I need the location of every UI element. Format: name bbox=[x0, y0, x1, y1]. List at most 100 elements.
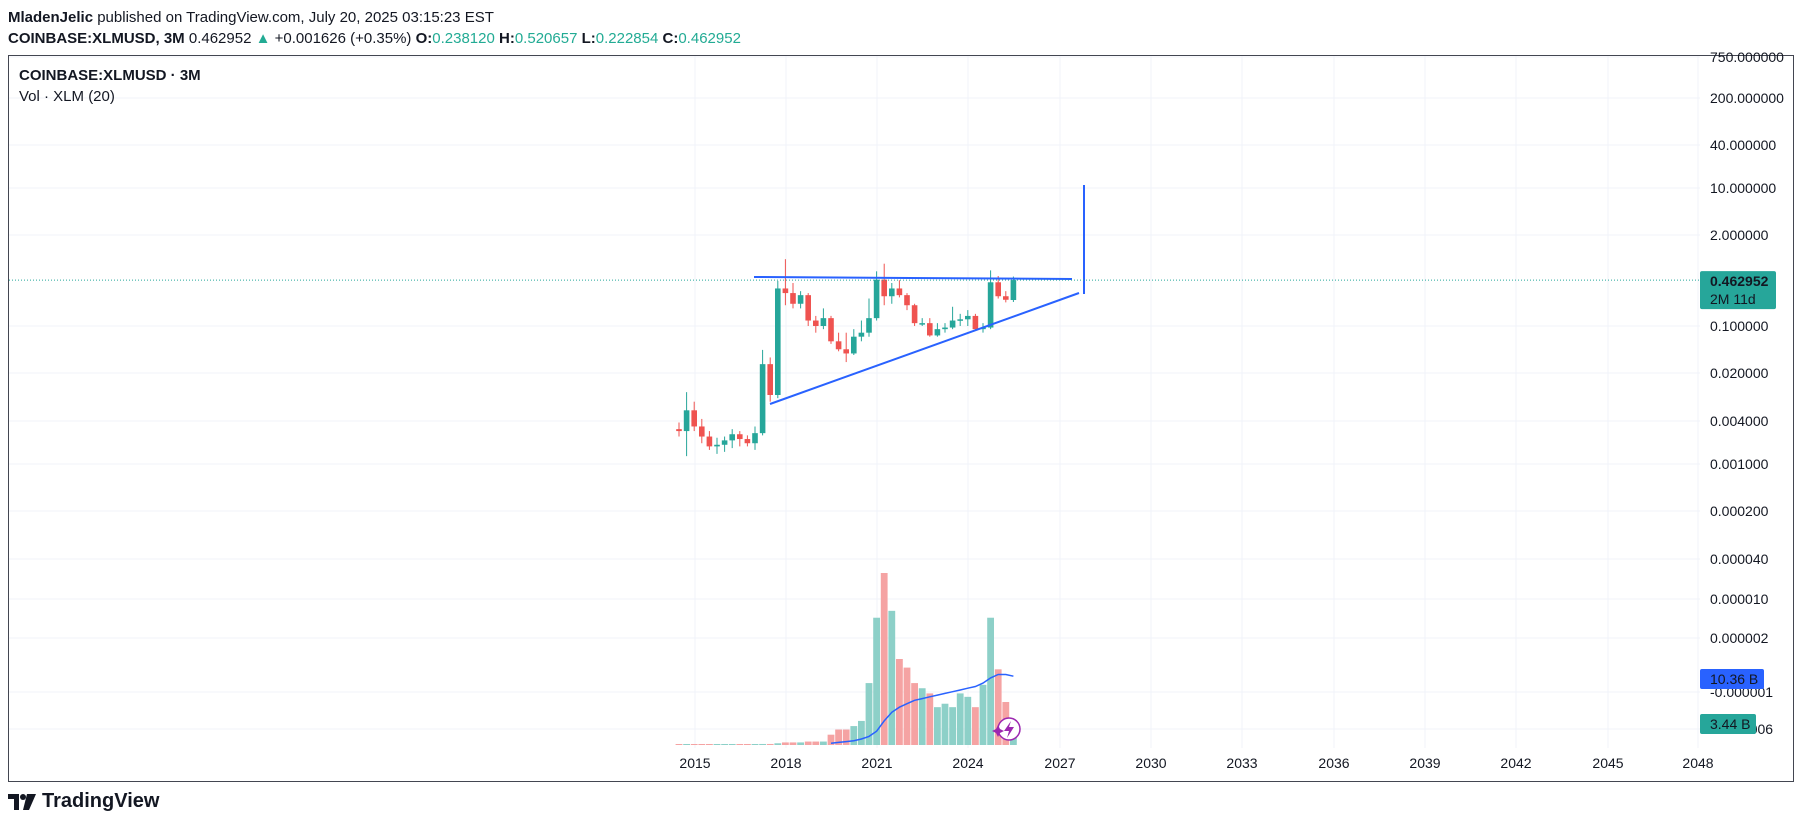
volume-bar bbox=[721, 744, 728, 745]
y-tick-label: 200.000000 bbox=[1710, 90, 1784, 106]
volume-bar bbox=[675, 744, 683, 745]
candle-body bbox=[949, 320, 956, 328]
x-tick-label: 2030 bbox=[1135, 755, 1166, 771]
candle-body bbox=[714, 444, 720, 447]
open-label: O: bbox=[415, 30, 433, 47]
volume-bar bbox=[812, 741, 820, 745]
candle-body bbox=[866, 318, 872, 333]
volume-bar bbox=[804, 741, 812, 745]
candle-body bbox=[699, 426, 705, 437]
candle-body bbox=[835, 341, 842, 350]
y-tick-label: 0.000200 bbox=[1710, 503, 1769, 519]
volume-label: 3.44 B bbox=[1710, 716, 1750, 732]
volume-bar bbox=[827, 734, 835, 745]
volume-bar bbox=[979, 684, 987, 745]
candle-body bbox=[972, 315, 979, 330]
candle-body bbox=[942, 327, 948, 330]
volume-bar bbox=[759, 743, 766, 745]
high-label: H: bbox=[499, 30, 515, 47]
candle-body bbox=[965, 315, 971, 320]
candle-body bbox=[805, 295, 811, 321]
volume-bar bbox=[896, 659, 903, 745]
publish-info: MladenJelic published on TradingView.com… bbox=[8, 8, 494, 28]
y-tick-label: 0.100000 bbox=[1710, 318, 1769, 334]
y-tick-label: 0.020000 bbox=[1710, 365, 1769, 381]
volume-label-box bbox=[1700, 714, 1756, 734]
author-name[interactable]: MladenJelic bbox=[8, 9, 94, 26]
sparkle-icon bbox=[992, 725, 1004, 737]
volume-bar bbox=[713, 744, 721, 745]
y-tick-label: 10.000000 bbox=[1710, 180, 1776, 196]
candle-body bbox=[706, 436, 713, 447]
candle-body bbox=[987, 282, 994, 328]
candle-body bbox=[744, 439, 751, 444]
volume-bar bbox=[964, 696, 972, 745]
y-tick-label: 40.000000 bbox=[1710, 137, 1776, 153]
volume-bar bbox=[797, 742, 804, 745]
candle-body bbox=[767, 364, 773, 395]
candle-body bbox=[904, 295, 910, 306]
x-tick-label: 2024 bbox=[952, 755, 983, 771]
x-tick-label: 2018 bbox=[770, 755, 801, 771]
candle-body bbox=[721, 440, 728, 445]
candle-body bbox=[775, 288, 781, 395]
volume-bar bbox=[744, 744, 751, 745]
candle-body bbox=[843, 349, 849, 354]
x-tick-label: 2015 bbox=[679, 755, 710, 771]
candle-body bbox=[881, 279, 887, 297]
close-label: C: bbox=[662, 30, 679, 47]
candle-body bbox=[676, 429, 682, 432]
volume-bar bbox=[972, 707, 979, 745]
tradingview-logo[interactable]: TradingView bbox=[8, 790, 159, 813]
volume-bar bbox=[888, 610, 896, 745]
change-arrow-icon: ▲ bbox=[255, 30, 271, 47]
price-change: +0.001626 (+0.35%) bbox=[274, 30, 412, 47]
volume-bar bbox=[911, 683, 918, 745]
candle-body bbox=[820, 318, 827, 326]
chart-frame bbox=[8, 55, 1794, 782]
volume-ma-label: 10.36 B bbox=[1710, 671, 1758, 687]
volume-ma-line bbox=[830, 673, 1014, 745]
candle-body bbox=[828, 318, 834, 342]
candle-body bbox=[797, 295, 804, 304]
volume-bar bbox=[698, 744, 706, 745]
volume-legend: Vol · XLM (20) bbox=[19, 88, 115, 105]
volume-bar bbox=[926, 693, 934, 745]
candle-body bbox=[729, 434, 735, 441]
volume-bar bbox=[789, 742, 797, 745]
volume-bar bbox=[880, 573, 888, 745]
open-value: 0.238120 bbox=[432, 30, 495, 47]
volume-bar bbox=[858, 720, 865, 745]
volume-bar bbox=[842, 729, 850, 745]
x-tick-label: 2036 bbox=[1318, 755, 1349, 771]
x-tick-label: 2039 bbox=[1409, 755, 1440, 771]
volume-bar bbox=[835, 729, 842, 745]
y-tick-label: 0.001000 bbox=[1710, 456, 1769, 472]
tradingview-logo-icon bbox=[8, 793, 36, 810]
volume-bar bbox=[766, 743, 774, 745]
volume-bar bbox=[774, 743, 782, 745]
volume-bar bbox=[903, 667, 911, 745]
resistance-trendline bbox=[753, 276, 1073, 280]
y-tick-label: 0.000010 bbox=[1710, 591, 1769, 607]
candle-body bbox=[1010, 280, 1017, 301]
candle-body bbox=[934, 329, 941, 336]
volume-bar bbox=[949, 707, 956, 745]
volume-ma-label-box bbox=[1700, 669, 1764, 689]
candle-body bbox=[957, 319, 963, 321]
x-tick-label: 2027 bbox=[1044, 755, 1075, 771]
candle-body bbox=[858, 332, 865, 337]
candle-body bbox=[873, 279, 880, 319]
candle-body bbox=[995, 282, 1001, 297]
volume-bar bbox=[751, 744, 759, 745]
x-tick-label: 2033 bbox=[1226, 755, 1257, 771]
candle-body bbox=[851, 336, 857, 354]
price-label-box bbox=[1700, 271, 1776, 310]
candle-body bbox=[782, 288, 789, 294]
volume-bar bbox=[728, 744, 736, 745]
last-price: 0.462952 bbox=[188, 30, 252, 47]
candle-body bbox=[737, 434, 743, 440]
volume-bar bbox=[736, 744, 744, 745]
y-tick-label: 2.000000 bbox=[1710, 227, 1769, 243]
